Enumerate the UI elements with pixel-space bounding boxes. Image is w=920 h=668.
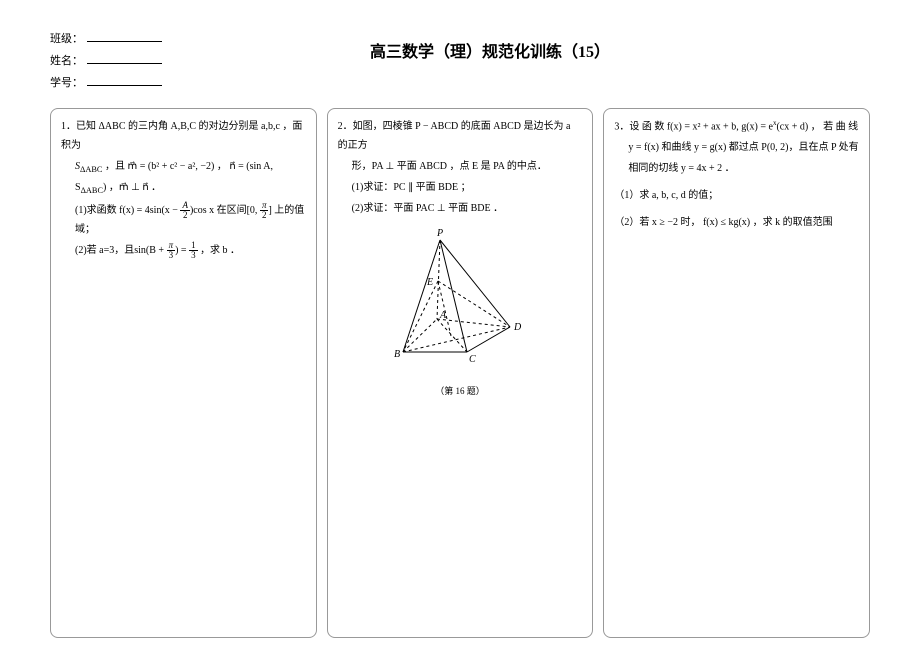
p3-line2: y = f(x) 和曲线 y = g(x) 都过点 P(0, 2)，且在点 P …: [628, 138, 859, 157]
label-C: C: [469, 354, 476, 365]
p1-sub1: (1)求函数 f(x) = 4sin(x − A2)cos x 在区间[0, π…: [75, 201, 306, 239]
figure-wrap: P E A B C D （第 16 题）: [338, 224, 583, 400]
problem-1: 1．已知 ΔABC 的三内角 A,B,C 的对边分别是 a,b,c ，面积为: [61, 117, 306, 155]
p3-line3: 相同的切线 y = 4x + 2 ．: [628, 159, 859, 178]
p2-sub1: (1)求证：PC ∥ 平面 BDE ；: [352, 178, 583, 197]
name-label: 姓名：: [50, 52, 83, 68]
label-P: P: [436, 228, 443, 239]
pyramid-figure: P E A B C D: [385, 224, 535, 374]
p1-line2: SΔABC ，且 m⃗ = (b² + c² − a², −2) ， n⃗ = …: [75, 157, 306, 199]
label-E: E: [426, 277, 433, 288]
p3-sub2: （2）若 x ≥ −2 时， f(x) ≤ kg(x) ，求 k 的取值范围: [614, 213, 859, 232]
figure-caption: （第 16 题）: [338, 383, 583, 400]
id-blank[interactable]: [87, 85, 162, 86]
label-A: A: [439, 310, 447, 321]
class-label: 班级：: [50, 30, 83, 46]
student-info: 班级： 姓名： 学号：: [50, 30, 230, 90]
p3-line1: 3．设 函 数 f(x) = x² + ax + b, g(x) = ex(cx…: [614, 117, 859, 136]
p1-sub2: (2)若 a=3，且sin(B + π3) = 13 ，求 b ．: [75, 241, 306, 260]
class-field: 班级：: [50, 30, 230, 46]
p1-line1: 1．已知 ΔABC 的三内角 A,B,C 的对边分别是 a,b,c ，面积为: [61, 121, 302, 151]
column-2: 2．如图，四棱锥 P − ABCD 的底面 ABCD 是边长为 a 的正方 形，…: [327, 108, 594, 638]
id-field: 学号：: [50, 74, 230, 90]
id-label: 学号：: [50, 74, 83, 90]
p2-line1: 2．如图，四棱锥 P − ABCD 的底面 ABCD 是边长为 a 的正方: [338, 117, 583, 155]
column-1: 1．已知 ΔABC 的三内角 A,B,C 的对边分别是 a,b,c ，面积为 S…: [50, 108, 317, 638]
p2-sub2: (2)求证：平面 PAC ⊥ 平面 BDE ．: [352, 199, 583, 218]
p3-sub1: （1）求 a, b, c, d 的值；: [614, 186, 859, 205]
class-blank[interactable]: [87, 41, 162, 42]
name-blank[interactable]: [87, 63, 162, 64]
name-field: 姓名：: [50, 52, 230, 68]
column-3: 3．设 函 数 f(x) = x² + ax + b, g(x) = ex(cx…: [603, 108, 870, 638]
label-B: B: [394, 349, 400, 360]
problem-columns: 1．已知 ΔABC 的三内角 A,B,C 的对边分别是 a,b,c ，面积为 S…: [50, 108, 870, 638]
p2-line2: 形，PA ⊥ 平面 ABCD ，点 E 是 PA 的中点．: [352, 157, 583, 176]
label-D: D: [513, 322, 522, 333]
page-title: 高三数学（理）规范化训练（15）: [230, 38, 750, 62]
